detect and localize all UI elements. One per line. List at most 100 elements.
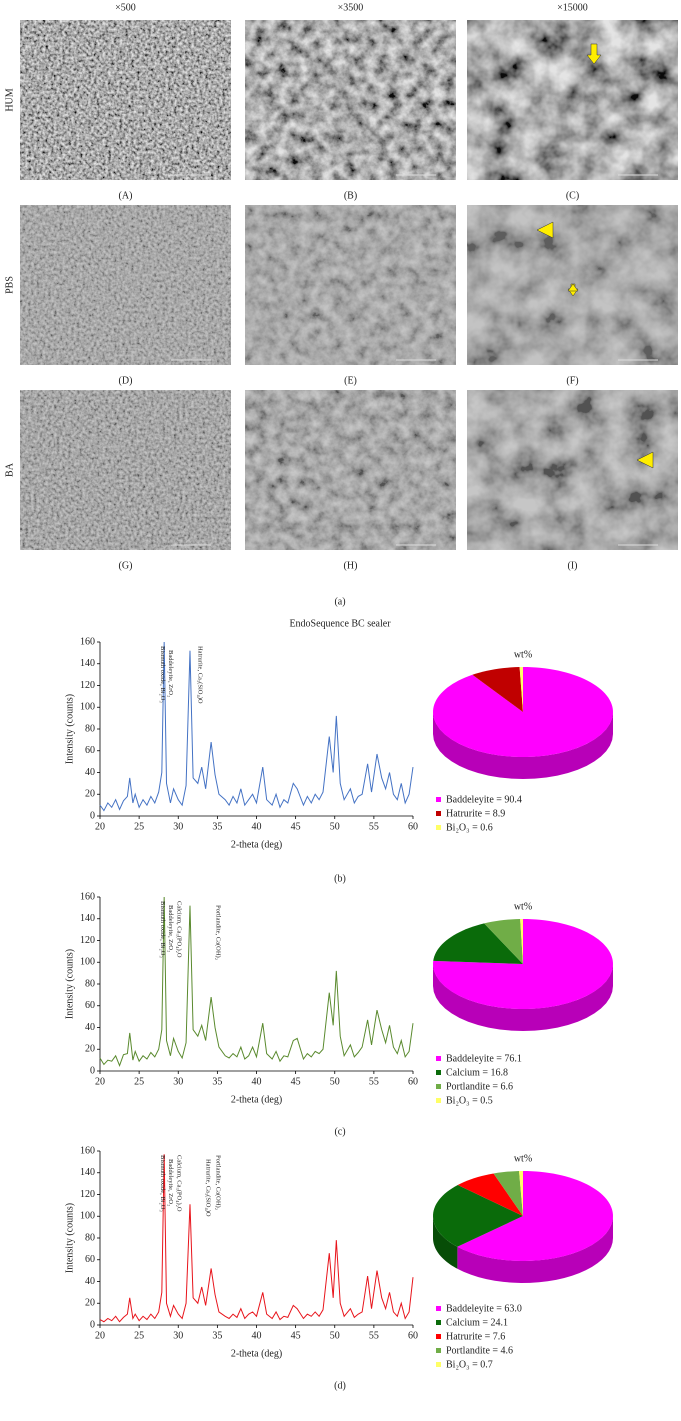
pie-title: wt% — [514, 901, 532, 912]
section-title: EndoSequence BC sealer — [289, 618, 391, 629]
x-tick-label: 20 — [95, 821, 105, 832]
y-tick-label: 20 — [85, 1298, 95, 1309]
x-tick-label: 55 — [369, 1330, 379, 1341]
xrd-line — [99, 641, 414, 812]
peak-annotation: Hatrurite, Ca₃(SiO₄)O — [197, 646, 204, 704]
x-tick-label: 40 — [252, 821, 262, 832]
y-tick-label: 80 — [85, 978, 95, 989]
x-tick-label: 50 — [330, 1330, 340, 1341]
part-label: (b) — [334, 873, 346, 884]
sem-image-texture — [467, 20, 678, 180]
y-tick-label: 160 — [80, 1145, 95, 1156]
x-tick-label: 55 — [369, 1076, 379, 1087]
pie-slice — [457, 1173, 523, 1216]
x-tick-label: 35 — [212, 821, 222, 832]
x-tick-label: 45 — [291, 1330, 301, 1341]
legend-swatch — [436, 1056, 441, 1061]
y-tick-label: 0 — [90, 1065, 95, 1076]
y-tick-label: 20 — [85, 789, 95, 800]
pie-title: wt% — [514, 1153, 532, 1164]
pie-slice — [433, 1184, 523, 1247]
sem-image-texture — [467, 390, 678, 550]
legend-swatch — [436, 1070, 441, 1075]
x-tick-label: 40 — [252, 1076, 262, 1087]
sem-image-texture — [245, 205, 456, 365]
legend-swatch — [436, 1306, 441, 1311]
panel-label: (D) — [119, 375, 133, 386]
x-tick-label: 50 — [330, 1076, 340, 1087]
pie-slice-side — [433, 712, 613, 779]
legend-swatch — [436, 1084, 441, 1089]
row-label: HUM — [4, 88, 15, 111]
y-tick-label: 0 — [90, 1319, 95, 1330]
x-axis-label: 2-theta (deg) — [231, 1348, 282, 1359]
sem-image-texture — [245, 20, 456, 180]
legend-swatch — [436, 811, 441, 816]
x-axis-label: 2-theta (deg) — [231, 1094, 282, 1105]
peak-annotation: Portlandite, Ca(OH)₂ — [215, 1155, 222, 1210]
y-axis-label: Intensity (counts) — [64, 694, 75, 764]
x-axis-label: 2-theta (deg) — [231, 839, 282, 850]
x-tick-label: 35 — [212, 1076, 222, 1087]
sem-image-texture — [20, 20, 231, 180]
legend-swatch — [436, 1098, 441, 1103]
legend-entry: Calcium = 16.8 — [446, 1067, 508, 1078]
sem-grid: ×500 ×3500 ×15000 HUM (A) (B) (C) PBS (D) (E) (F) B… — [4, 2, 678, 571]
peak-annotation: Calcium, Ca₃(PO₄)₂O — [175, 901, 182, 958]
part-label: (a) — [334, 596, 345, 607]
x-tick-label: 45 — [291, 821, 301, 832]
x-tick-label: 25 — [134, 821, 144, 832]
pie-title: wt% — [514, 649, 532, 660]
row-label: PBS — [4, 276, 15, 294]
arrows — [536, 43, 654, 469]
arrowhead — [636, 451, 654, 469]
y-tick-label: 120 — [80, 1189, 95, 1200]
y-tick-label: 20 — [85, 1044, 95, 1055]
legend-entry: Portlandite = 6.6 — [446, 1081, 513, 1092]
legend-swatch — [436, 1320, 441, 1325]
panel-label: (B) — [344, 190, 357, 201]
y-tick-label: 100 — [80, 1211, 95, 1222]
legend-entry: Hatrurite = 8.9 — [446, 808, 505, 819]
x-tick-label: 20 — [95, 1076, 105, 1087]
pie-slice — [519, 667, 523, 712]
legend-entry: Bi₂O₃ = 0.6 — [446, 822, 493, 833]
legend-entry: Portlandite = 4.6 — [446, 1345, 513, 1356]
y-tick-label: 160 — [80, 891, 95, 902]
y-tick-label: 120 — [80, 680, 95, 691]
legend-entry: Bi₂O₃ = 0.7 — [446, 1359, 493, 1370]
panel-label: (H) — [344, 560, 358, 571]
x-tick-label: 35 — [212, 1330, 222, 1341]
y-tick-label: 100 — [80, 957, 95, 968]
y-tick-label: 40 — [85, 1276, 95, 1287]
pie-slice — [519, 1171, 523, 1216]
legend-entry: Calcium = 24.1 — [446, 1317, 508, 1328]
peak-annotation: Bismuth oxide, Bi₂O₃ — [159, 646, 166, 703]
legend-swatch — [436, 1334, 441, 1339]
arrow — [567, 283, 579, 292]
y-tick-label: 60 — [85, 745, 95, 756]
pie-slice-side — [433, 964, 613, 1031]
pie-slice — [493, 1171, 523, 1216]
y-axis-label: Intensity (counts) — [64, 1203, 75, 1273]
y-tick-label: 160 — [80, 636, 95, 647]
part-label: (c) — [334, 1126, 345, 1137]
y-tick-label: 120 — [80, 935, 95, 946]
peak-annotation: Bismuth oxide, Bi₂O₃ — [159, 1155, 166, 1212]
column-header: ×3500 — [338, 2, 364, 13]
peak-annotation: Portlandite, Ca(OH)₂ — [215, 905, 222, 960]
row-label: BA — [4, 462, 15, 477]
legend-swatch — [436, 797, 441, 802]
xrd-line — [99, 896, 414, 1067]
x-tick-label: 20 — [95, 1330, 105, 1341]
legend-entry: Baddeleyite = 76.1 — [446, 1053, 522, 1064]
panel-label: (F) — [566, 375, 578, 386]
pie-slice — [457, 1171, 613, 1261]
sem-image-texture — [245, 390, 456, 550]
pie-slice — [472, 667, 523, 712]
x-tick-label: 60 — [408, 821, 418, 832]
part-label: (d) — [334, 1380, 346, 1391]
pie-slice — [484, 919, 523, 964]
y-tick-label: 100 — [80, 702, 95, 713]
